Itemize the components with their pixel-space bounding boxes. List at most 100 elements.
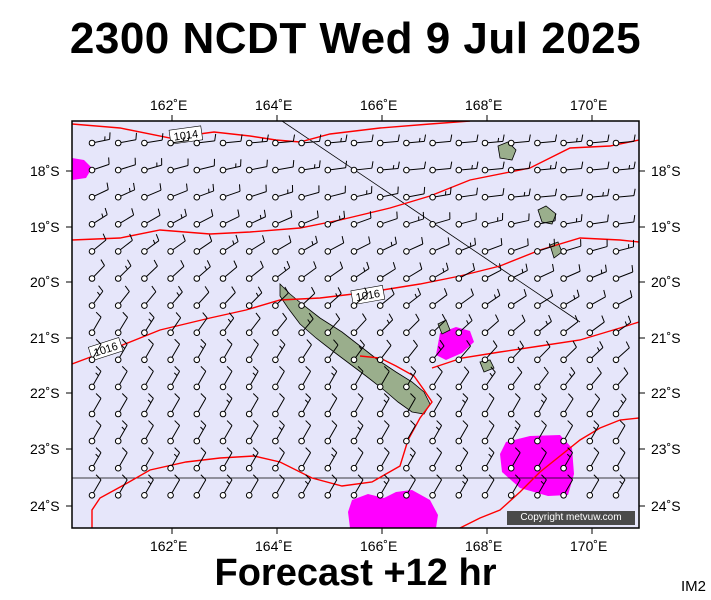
wind-barb xyxy=(350,261,370,282)
wind-barb xyxy=(586,474,600,499)
wind-barb xyxy=(507,288,527,309)
wind-barb xyxy=(612,290,633,309)
wind-barb xyxy=(586,315,605,337)
wind-barb xyxy=(376,339,392,364)
wind-barb xyxy=(114,311,129,337)
isobar-label: 1014 xyxy=(168,125,204,145)
wind-barb xyxy=(324,474,338,499)
wind-barb xyxy=(638,142,639,144)
wind-barb xyxy=(167,366,181,391)
wind-barb xyxy=(586,161,610,174)
wind-barb xyxy=(481,134,505,147)
wind-barb xyxy=(298,210,319,228)
wind-barb xyxy=(429,134,453,147)
wind-barb xyxy=(560,340,577,364)
wind-barb xyxy=(88,311,102,337)
wind-barb xyxy=(193,133,217,147)
wind-barb xyxy=(245,312,261,337)
wind-barb xyxy=(88,393,102,418)
wind-barb xyxy=(167,420,181,445)
wind-barb xyxy=(534,340,551,364)
wind-barb xyxy=(350,393,364,418)
wind-barb xyxy=(507,213,530,228)
wind-barb xyxy=(114,208,135,228)
wind-barb xyxy=(193,474,207,499)
longitude-label: 170˚E xyxy=(570,538,608,554)
wind-barb xyxy=(507,420,521,445)
longitude-label: 166˚E xyxy=(360,538,398,554)
wind-barb xyxy=(141,133,164,147)
wind-barb xyxy=(429,339,445,364)
axis-ticks xyxy=(66,115,645,534)
wind-barb xyxy=(481,263,502,282)
wind-barb xyxy=(481,161,505,174)
wind-barb xyxy=(88,338,102,364)
wind-barb xyxy=(507,238,529,255)
latitude-label: 22˚S xyxy=(30,385,60,401)
wind-barb xyxy=(481,314,500,337)
wind-barb xyxy=(298,235,318,255)
wind-barb xyxy=(88,182,109,201)
latitude-label: 19˚S xyxy=(651,219,681,235)
latitude-label: 18˚S xyxy=(651,163,681,179)
wind-barb xyxy=(403,393,416,418)
wind-barb xyxy=(298,261,317,282)
wind-barb xyxy=(455,237,477,255)
wind-barb xyxy=(534,474,547,499)
wind-barb xyxy=(219,286,236,309)
wind-barb xyxy=(481,238,503,255)
wind-barb xyxy=(429,262,449,282)
wind-barb xyxy=(141,285,157,309)
wind-barb xyxy=(638,440,639,442)
wind-barb xyxy=(298,134,322,147)
latitude-label: 20˚S xyxy=(651,274,681,290)
wind-barb xyxy=(481,366,496,391)
wind-barb xyxy=(324,134,348,147)
wind-barb xyxy=(193,158,215,174)
wind-barb xyxy=(141,366,154,391)
new-caledonia-island xyxy=(279,283,431,415)
isobar-line xyxy=(459,417,639,528)
wind-barb xyxy=(324,261,344,282)
wind-barb xyxy=(272,185,294,201)
wind-barb xyxy=(245,209,267,228)
wind-barb xyxy=(167,393,181,418)
wind-barb xyxy=(376,262,396,282)
wind-barb xyxy=(324,313,341,337)
wind-barb xyxy=(193,420,207,445)
wind-barb xyxy=(586,134,610,147)
wind-barb xyxy=(455,447,469,472)
wind-barbs xyxy=(88,132,639,499)
wind-barb xyxy=(455,340,471,364)
wind-barb xyxy=(298,393,312,418)
wind-barb xyxy=(298,447,312,472)
wind-barb xyxy=(141,259,158,282)
wind-barb xyxy=(455,161,479,174)
wind-barb xyxy=(298,474,312,499)
latitude-label: 23˚S xyxy=(30,441,60,457)
island xyxy=(537,205,557,225)
wind-barb xyxy=(507,314,526,337)
wind-barb xyxy=(638,467,639,470)
wind-barb xyxy=(167,208,187,228)
wind-barb xyxy=(560,366,576,391)
wind-barb xyxy=(507,447,521,472)
wind-barb xyxy=(324,366,338,391)
wind-barb xyxy=(481,188,505,201)
latitude-label: 19˚S xyxy=(30,219,60,235)
wind-barb xyxy=(534,238,556,255)
wind-barb xyxy=(403,339,418,364)
wind-barb xyxy=(350,134,374,147)
wind-barb xyxy=(481,474,495,499)
wind-barb xyxy=(141,474,154,499)
wind-barb xyxy=(114,420,128,445)
wind-barb xyxy=(324,339,339,364)
wind-barb xyxy=(167,447,181,472)
wind-barb xyxy=(376,236,397,255)
wind-barb xyxy=(507,134,531,147)
wind-barb xyxy=(324,160,348,174)
wind-barb xyxy=(429,366,443,391)
wind-barb xyxy=(245,260,264,282)
wind-barb xyxy=(612,214,636,228)
wind-barb xyxy=(534,188,558,201)
